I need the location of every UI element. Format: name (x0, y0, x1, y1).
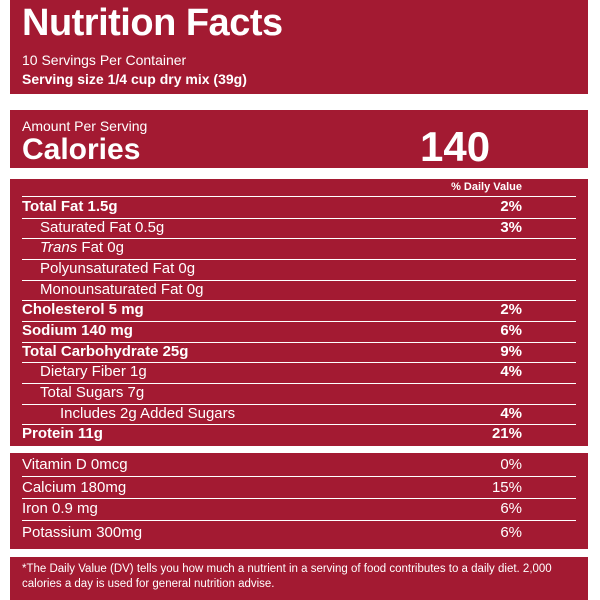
row-divider (22, 196, 576, 197)
vitamin-dv: 0% (500, 456, 522, 473)
vitamin-row: Vitamin D 0mcg 0% (22, 455, 576, 475)
nutrient-row: Dietary Fiber 1g 4% (22, 362, 576, 382)
trans-italic: Trans (40, 239, 78, 256)
nutrient-name: Includes 2g Added Sugars (60, 405, 236, 422)
footnote: *The Daily Value (DV) tells you how much… (22, 563, 552, 590)
nutrient-dv: 6% (500, 322, 522, 339)
vitamin-row: Calcium 180mg 15% (22, 478, 576, 498)
nutrient-name: Polyunsaturated Fat 0g (40, 260, 196, 277)
calories-label: Calories (22, 133, 141, 166)
nutrition-facts-panel: Nutrition Facts 10 Servings Per Containe… (10, 0, 588, 600)
nutrient-name: Saturated Fat 0.5g (40, 219, 165, 236)
row-divider (22, 342, 576, 343)
vitamin-dv: 15% (491, 479, 522, 496)
nutrient-name: Trans Fat 0g (40, 238, 124, 258)
row-divider (22, 280, 576, 281)
daily-value-header: % Daily Value (451, 181, 522, 193)
calories-value: 140 (420, 123, 491, 170)
nutrient-name: Monounsaturated Fat 0g (40, 281, 204, 298)
vitamin-row: Iron 0.9 mg 6% (22, 499, 576, 519)
nutrient-dv: 4% (500, 405, 522, 422)
row-divider (22, 218, 576, 219)
nutrient-name: Cholesterol 5 mg (22, 301, 144, 318)
nutrient-row: Includes 2g Added Sugars 4% (22, 404, 576, 424)
medium-divider (10, 168, 588, 179)
nutrient-name: Sodium 140 mg (22, 322, 133, 339)
row-divider (22, 238, 576, 239)
vitamin-name: Vitamin D 0mcg (22, 456, 128, 473)
row-divider (22, 404, 576, 405)
row-divider (22, 259, 576, 260)
nutrient-name: Dietary Fiber 1g (40, 363, 147, 380)
trans-rest: Fat 0g (77, 239, 124, 256)
nutrient-dv: 2% (500, 198, 522, 215)
row-divider (22, 321, 576, 322)
nutrient-row: Trans Fat 0g (22, 238, 576, 258)
label-title: Nutrition Facts (22, 2, 283, 44)
nutrient-name: Total Fat 1.5g (22, 198, 118, 215)
row-divider (22, 383, 576, 384)
nutrient-row: Cholesterol 5 mg 2% (22, 300, 576, 320)
vitamin-divider (10, 446, 588, 453)
servings-per-container: 10 Servings Per Container (22, 52, 187, 68)
footnote-divider (10, 549, 588, 557)
vitamin-dv: 6% (500, 500, 522, 517)
vitamin-row: Potassium 300mg 6% (22, 523, 576, 543)
row-divider (22, 498, 576, 499)
nutrient-dv: 4% (500, 363, 522, 380)
nutrient-row: Total Sugars 7g (22, 383, 576, 403)
nutrient-name: Protein 11g (22, 425, 103, 442)
nutrient-row: Saturated Fat 0.5g 3% (22, 218, 576, 238)
row-divider (22, 362, 576, 363)
nutrient-row: Total Fat 1.5g 2% (22, 197, 576, 217)
row-divider (22, 476, 576, 477)
row-divider (22, 424, 576, 425)
serving-size: Serving size 1/4 cup dry mix (39g) (22, 71, 247, 87)
row-divider (22, 300, 576, 301)
nutrient-dv: 2% (500, 301, 522, 318)
nutrient-name: Total Sugars 7g (40, 384, 145, 401)
nutrient-row: Sodium 140 mg 6% (22, 321, 576, 341)
vitamin-name: Calcium 180mg (22, 479, 127, 496)
nutrient-row: Protein 11g 21% (22, 424, 576, 444)
nutrient-row: Polyunsaturated Fat 0g (22, 259, 576, 279)
row-divider (22, 520, 576, 521)
amount-per-serving: Amount Per Serving (22, 118, 148, 134)
nutrient-dv: 3% (500, 219, 522, 236)
nutrient-row: Total Carbohydrate 25g 9% (22, 342, 576, 362)
vitamin-dv: 6% (500, 524, 522, 541)
nutrient-dv: 21% (491, 425, 522, 442)
nutrient-name: Total Carbohydrate 25g (22, 343, 189, 360)
nutrient-dv: 9% (500, 343, 522, 360)
nutrient-row: Monounsaturated Fat 0g (22, 280, 576, 300)
thick-divider (10, 94, 588, 110)
vitamin-name: Iron 0.9 mg (22, 500, 98, 517)
vitamin-name: Potassium 300mg (22, 524, 143, 541)
